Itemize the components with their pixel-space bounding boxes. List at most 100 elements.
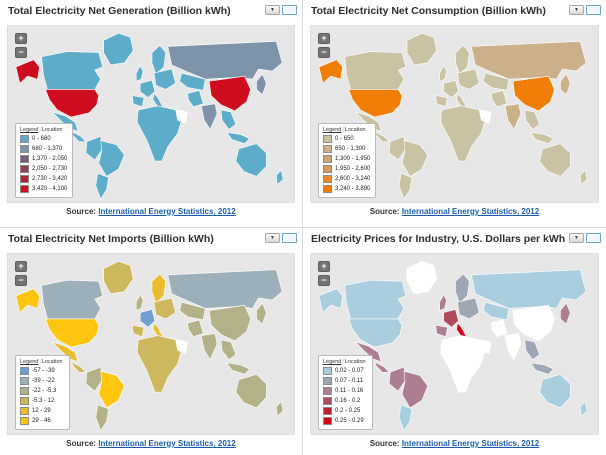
region-indonesia[interactable] bbox=[530, 362, 554, 375]
region-iberia[interactable] bbox=[435, 95, 448, 108]
region-russia[interactable] bbox=[470, 269, 587, 309]
region-newzealand[interactable] bbox=[275, 400, 284, 417]
region-sea[interactable] bbox=[524, 109, 540, 130]
region-usa[interactable] bbox=[348, 318, 403, 348]
region-indonesia[interactable] bbox=[530, 132, 554, 145]
region-centralasia[interactable] bbox=[482, 72, 510, 91]
region-sea[interactable] bbox=[220, 339, 237, 361]
tab-legend[interactable]: Legend bbox=[323, 127, 342, 133]
region-westeurope[interactable] bbox=[139, 309, 156, 328]
region-india[interactable] bbox=[200, 333, 218, 361]
region-argentina[interactable] bbox=[398, 404, 413, 432]
source-link[interactable]: International Energy Statistics, 2012 bbox=[98, 439, 236, 448]
region-newzealand[interactable] bbox=[579, 400, 588, 417]
region-scandinavia[interactable] bbox=[151, 273, 167, 304]
tab-location[interactable]: Location bbox=[41, 127, 63, 133]
region-uk[interactable] bbox=[135, 294, 144, 311]
region-westeurope[interactable] bbox=[139, 79, 156, 99]
region-easteurope[interactable] bbox=[153, 297, 177, 320]
region-uk[interactable] bbox=[135, 65, 144, 82]
region-southam_nw[interactable] bbox=[388, 366, 407, 392]
region-scandinavia[interactable] bbox=[151, 45, 167, 75]
region-australia[interactable] bbox=[235, 374, 267, 409]
source-link[interactable]: International Energy Statistics, 2012 bbox=[98, 207, 236, 216]
export-menu-button[interactable]: ▼ bbox=[569, 233, 584, 243]
region-mideast[interactable] bbox=[490, 90, 508, 108]
source-link[interactable]: International Energy Statistics, 2012 bbox=[401, 207, 540, 216]
region-brazil[interactable] bbox=[98, 370, 125, 409]
tab-legend[interactable]: Legend bbox=[20, 359, 39, 365]
region-greenland[interactable] bbox=[103, 32, 134, 66]
region-australia[interactable] bbox=[235, 143, 267, 177]
region-canada[interactable] bbox=[41, 279, 104, 320]
tab-legend[interactable]: Legend bbox=[20, 127, 39, 133]
zoom-in-button[interactable]: + bbox=[15, 33, 27, 44]
region-centralasia[interactable] bbox=[482, 301, 510, 321]
region-china[interactable] bbox=[208, 75, 251, 112]
region-india[interactable] bbox=[504, 333, 522, 361]
region-sea[interactable] bbox=[220, 109, 237, 130]
region-easteurope[interactable] bbox=[457, 68, 480, 90]
region-usa[interactable] bbox=[348, 89, 403, 118]
region-greenland[interactable] bbox=[406, 32, 438, 66]
zoom-out-button[interactable]: − bbox=[318, 275, 330, 286]
region-usa[interactable] bbox=[45, 318, 100, 348]
region-easteurope[interactable] bbox=[153, 68, 177, 90]
region-japan[interactable] bbox=[560, 302, 571, 325]
region-alaska[interactable] bbox=[318, 288, 343, 314]
zoom-in-button[interactable]: + bbox=[318, 33, 330, 44]
region-canada[interactable] bbox=[41, 51, 104, 90]
region-sea[interactable] bbox=[524, 339, 540, 361]
region-india[interactable] bbox=[504, 103, 522, 130]
zoom-out-button[interactable]: − bbox=[318, 47, 330, 58]
region-easteurope[interactable] bbox=[457, 297, 480, 320]
maximize-button[interactable] bbox=[586, 233, 601, 243]
region-newzealand[interactable] bbox=[275, 169, 284, 186]
region-china[interactable] bbox=[208, 304, 251, 342]
tab-location[interactable]: Location bbox=[41, 359, 63, 365]
tab-legend[interactable]: Legend bbox=[323, 359, 342, 365]
region-mexico[interactable] bbox=[52, 341, 79, 363]
region-southam_nw[interactable] bbox=[85, 366, 103, 392]
region-uk[interactable] bbox=[439, 294, 447, 311]
export-menu-button[interactable]: ▼ bbox=[569, 5, 584, 15]
region-africa[interactable] bbox=[440, 335, 486, 393]
region-centralasia[interactable] bbox=[179, 72, 206, 91]
region-greenland[interactable] bbox=[406, 260, 438, 295]
export-menu-button[interactable]: ▼ bbox=[265, 233, 280, 243]
region-alaska[interactable] bbox=[15, 59, 40, 84]
region-japan[interactable] bbox=[560, 73, 571, 96]
region-japan[interactable] bbox=[256, 302, 267, 325]
region-centralasia[interactable] bbox=[179, 301, 206, 321]
region-iberia[interactable] bbox=[435, 324, 448, 338]
export-menu-button[interactable]: ▼ bbox=[265, 5, 280, 15]
maximize-button[interactable] bbox=[586, 5, 601, 15]
region-usa[interactable] bbox=[45, 89, 100, 118]
zoom-out-button[interactable]: − bbox=[15, 275, 27, 286]
region-westeurope[interactable] bbox=[443, 309, 459, 328]
region-southam_nw[interactable] bbox=[388, 136, 407, 161]
region-iberia[interactable] bbox=[131, 324, 145, 338]
region-scandinavia[interactable] bbox=[455, 273, 470, 304]
region-indonesia[interactable] bbox=[226, 132, 251, 145]
region-scandinavia[interactable] bbox=[455, 45, 470, 75]
region-africa[interactable] bbox=[440, 105, 486, 162]
region-westeurope[interactable] bbox=[443, 79, 459, 99]
region-argentina[interactable] bbox=[398, 172, 413, 200]
region-africa[interactable] bbox=[136, 335, 182, 393]
region-argentina[interactable] bbox=[95, 404, 109, 432]
region-saudi[interactable] bbox=[175, 339, 188, 354]
zoom-in-button[interactable]: + bbox=[15, 261, 27, 272]
region-china[interactable] bbox=[512, 304, 555, 342]
region-australia[interactable] bbox=[539, 374, 571, 409]
region-russia[interactable] bbox=[167, 269, 283, 309]
region-saudi[interactable] bbox=[478, 339, 492, 354]
region-alaska[interactable] bbox=[318, 59, 343, 84]
region-canada[interactable] bbox=[344, 51, 407, 90]
region-saudi[interactable] bbox=[175, 109, 188, 124]
region-iberia[interactable] bbox=[131, 95, 145, 108]
region-greenland[interactable] bbox=[103, 260, 134, 295]
region-southam_nw[interactable] bbox=[85, 136, 103, 161]
region-canada[interactable] bbox=[344, 279, 407, 320]
region-uk[interactable] bbox=[439, 65, 447, 82]
